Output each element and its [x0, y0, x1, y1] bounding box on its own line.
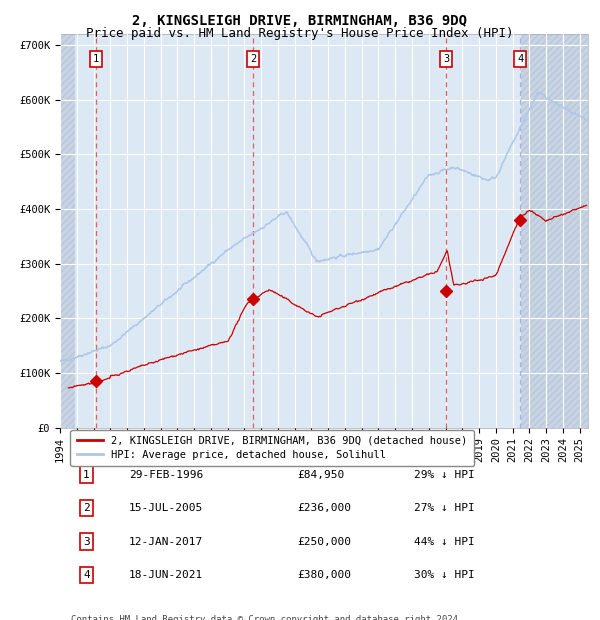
Text: 2: 2	[250, 54, 257, 64]
Text: 44% ↓ HPI: 44% ↓ HPI	[414, 536, 475, 547]
Bar	[60, 34, 75, 428]
Text: 29-FEB-1996: 29-FEB-1996	[128, 469, 203, 480]
Bar	[521, 34, 588, 428]
Text: £236,000: £236,000	[298, 503, 352, 513]
Text: 18-JUN-2021: 18-JUN-2021	[128, 570, 203, 580]
Text: 29% ↓ HPI: 29% ↓ HPI	[414, 469, 475, 480]
Text: 4: 4	[517, 54, 523, 64]
Bar	[521, 34, 588, 428]
Text: £250,000: £250,000	[298, 536, 352, 547]
Text: 4: 4	[83, 570, 90, 580]
Text: 1: 1	[83, 469, 90, 480]
Text: 1: 1	[93, 54, 100, 64]
Text: £84,950: £84,950	[298, 469, 345, 480]
Text: 2: 2	[83, 503, 90, 513]
Text: 12-JAN-2017: 12-JAN-2017	[128, 536, 203, 547]
Text: Price paid vs. HM Land Registry's House Price Index (HPI): Price paid vs. HM Land Registry's House …	[86, 27, 514, 40]
Text: 30% ↓ HPI: 30% ↓ HPI	[414, 570, 475, 580]
Text: 27% ↓ HPI: 27% ↓ HPI	[414, 503, 475, 513]
Text: 15-JUL-2005: 15-JUL-2005	[128, 503, 203, 513]
Text: 3: 3	[443, 54, 449, 64]
Legend: 2, KINGSLEIGH DRIVE, BIRMINGHAM, B36 9DQ (detached house), HPI: Average price, d: 2, KINGSLEIGH DRIVE, BIRMINGHAM, B36 9DQ…	[70, 430, 473, 466]
Text: 2, KINGSLEIGH DRIVE, BIRMINGHAM, B36 9DQ: 2, KINGSLEIGH DRIVE, BIRMINGHAM, B36 9DQ	[133, 14, 467, 28]
Text: £380,000: £380,000	[298, 570, 352, 580]
Text: Contains HM Land Registry data © Crown copyright and database right 2024.
This d: Contains HM Land Registry data © Crown c…	[71, 615, 463, 620]
Bar	[60, 34, 75, 428]
Text: 3: 3	[83, 536, 90, 547]
